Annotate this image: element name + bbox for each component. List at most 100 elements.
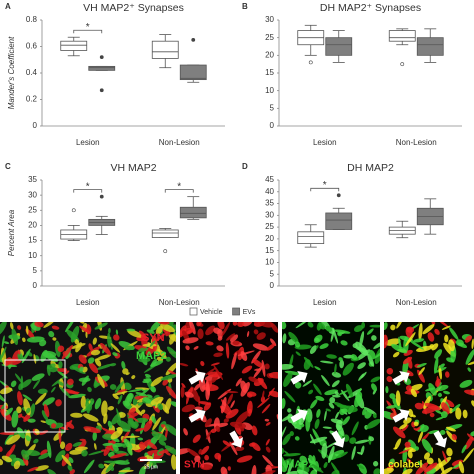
- texture: [230, 334, 239, 342]
- texture: [366, 419, 380, 429]
- texture: [213, 364, 224, 381]
- texture: [415, 426, 422, 431]
- arrow: [331, 430, 346, 448]
- texture: [107, 406, 115, 411]
- texture: [399, 423, 408, 430]
- texture: [305, 413, 311, 432]
- texture: [384, 338, 401, 346]
- texture: [323, 461, 328, 469]
- texture: [251, 442, 261, 452]
- zoom-label: colabel: [388, 460, 423, 471]
- texture: [92, 337, 97, 345]
- texture: [150, 376, 164, 387]
- panel-letter: D: [242, 162, 248, 171]
- texture: [230, 400, 235, 409]
- texture: [127, 413, 139, 423]
- texture: [445, 426, 456, 432]
- y-tick-label: 30: [265, 210, 274, 219]
- texture: [116, 420, 131, 431]
- texture: [200, 360, 205, 367]
- texture: [394, 438, 402, 450]
- texture: [1, 335, 5, 348]
- texture: [103, 413, 108, 425]
- texture: [417, 430, 424, 443]
- texture: [115, 329, 119, 335]
- texture: [0, 446, 3, 452]
- texture: [404, 441, 411, 448]
- chart-title: VH MAP2: [110, 162, 156, 174]
- texture: [299, 455, 308, 464]
- texture: [123, 435, 140, 438]
- texture: [455, 339, 464, 347]
- texture: [14, 373, 23, 384]
- texture: [458, 461, 465, 474]
- image-overlay: 25 µm SYN MAP2 SYN MAP2 colabel: [4, 332, 448, 471]
- y-tick-label: 0: [270, 281, 275, 290]
- texture: [150, 385, 157, 393]
- texture: [366, 328, 374, 335]
- texture: [97, 373, 105, 389]
- texture: [406, 326, 415, 333]
- texture: [415, 462, 429, 474]
- texture: [384, 322, 388, 331]
- texture: [338, 390, 348, 396]
- texture: [265, 438, 270, 446]
- texture: [83, 426, 101, 434]
- y-tick-label: 20: [265, 234, 274, 243]
- texture: [147, 441, 158, 450]
- texture: [266, 343, 276, 351]
- legend-swatch: [232, 307, 240, 316]
- texture: [126, 328, 136, 332]
- texture: [231, 352, 237, 370]
- y-tick-label: 0: [270, 121, 275, 130]
- micrograph-syn: [180, 322, 278, 474]
- y-tick-label: 0.4: [26, 68, 38, 77]
- texture: [157, 403, 164, 410]
- texture: [118, 469, 134, 473]
- texture: [395, 390, 401, 407]
- x-tick-label: Non-Lesion: [396, 298, 437, 307]
- texture: [353, 325, 364, 333]
- texture: [150, 322, 161, 332]
- texture: [336, 451, 348, 459]
- texture: [181, 404, 195, 413]
- y-tick-label: 0: [33, 121, 38, 130]
- texture: [165, 356, 171, 362]
- texture: [416, 362, 427, 368]
- texture: [165, 424, 176, 437]
- texture: [68, 393, 86, 399]
- texture: [52, 337, 57, 341]
- texture: [403, 349, 413, 356]
- texture: [27, 466, 39, 472]
- texture: [181, 383, 186, 388]
- texture: [308, 389, 314, 395]
- texture: [0, 387, 13, 395]
- texture: [338, 357, 343, 362]
- texture: [429, 344, 435, 348]
- significance-label: *: [177, 181, 181, 192]
- texture: [156, 356, 164, 362]
- outlier: [99, 194, 104, 199]
- texture: [101, 449, 107, 452]
- texture: [151, 415, 157, 425]
- texture: [1, 455, 13, 463]
- texture: [328, 402, 335, 409]
- texture: [242, 322, 253, 327]
- texture: [339, 408, 346, 416]
- texture: [108, 439, 114, 452]
- texture: [66, 421, 75, 429]
- texture: [0, 391, 6, 402]
- texture: [204, 418, 212, 428]
- texture: [276, 414, 278, 420]
- texture: [82, 413, 99, 422]
- texture: [451, 434, 457, 441]
- texture: [282, 398, 286, 409]
- texture: [264, 363, 270, 370]
- x-tick-label: Non-Lesion: [159, 298, 200, 307]
- texture: [234, 446, 245, 452]
- y-tick-label: 0.2: [26, 95, 38, 104]
- texture: [252, 358, 264, 368]
- texture: [124, 393, 132, 406]
- texture: [3, 341, 10, 345]
- texture: [462, 409, 468, 419]
